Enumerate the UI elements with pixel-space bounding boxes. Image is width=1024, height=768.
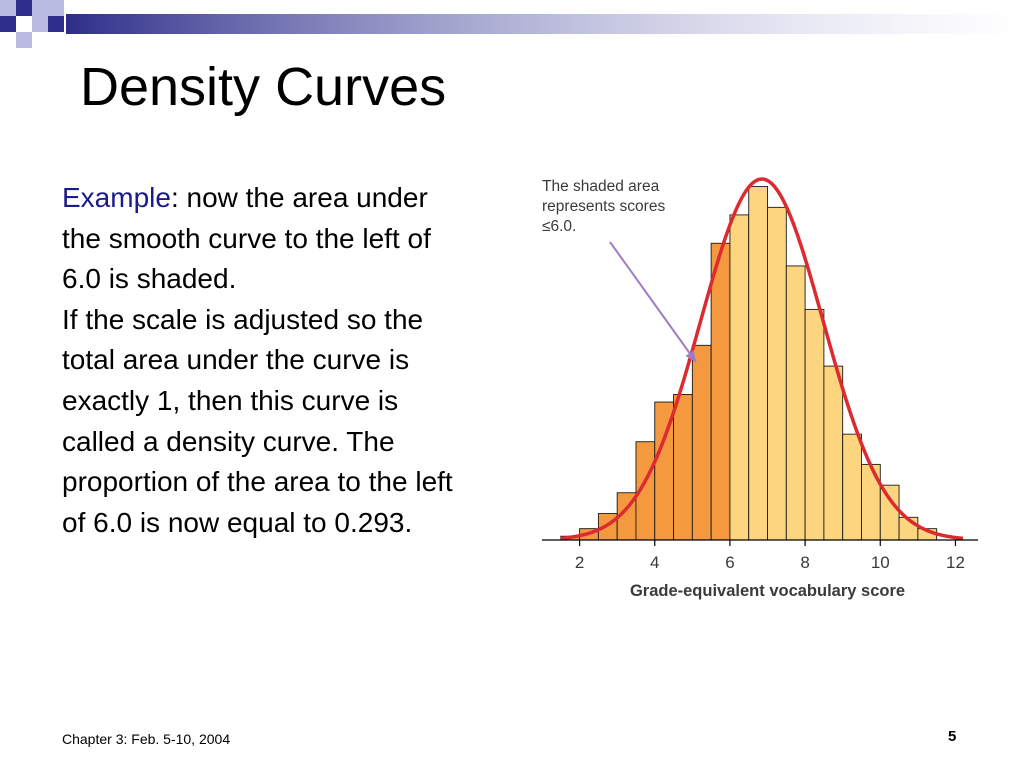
- annotation-line: The shaded area: [542, 178, 660, 195]
- x-axis-tick-label: 2: [575, 553, 584, 572]
- title-banner-decoration: [0, 0, 1024, 48]
- histogram-bar: [823, 365, 844, 541]
- histogram-bar: [785, 265, 806, 541]
- density-curve: [560, 177, 964, 541]
- x-axis-tick-label: 10: [871, 553, 890, 572]
- body-sentence-2: If the scale is adjusted so the total ar…: [62, 303, 453, 538]
- footer-text: Chapter 3: Feb. 5-10, 2004: [62, 731, 231, 747]
- annotation-line: represents scores: [542, 198, 665, 215]
- histogram-bar: [842, 433, 862, 541]
- banner-square: [32, 0, 48, 16]
- histogram-chart: 2 4 6 8 10 12 Grade-equivalent vocabulary sco…: [542, 177, 978, 600]
- histogram-bar: [710, 242, 731, 541]
- page-number: 5: [948, 728, 957, 745]
- banner-square: [32, 16, 48, 32]
- slide-title: Density Curves: [80, 57, 447, 117]
- body-sentence-1-text: : now the area under the smooth curve to…: [62, 182, 431, 295]
- x-axis-tick-label: 6: [725, 553, 734, 572]
- histogram-bar: [879, 484, 900, 541]
- example-keyword: Example: [62, 182, 171, 213]
- x-axis-ticks: 2 4 6 8 10 12: [575, 540, 965, 572]
- x-axis-label: Grade-equivalent vocabulary score: [630, 582, 905, 600]
- histogram-bar: [729, 214, 750, 541]
- x-axis-tick-label: 12: [946, 553, 965, 572]
- annotation-text: The shaded area represents scores ≤6.0.: [542, 178, 665, 235]
- banner-square: [48, 16, 64, 32]
- histogram-bar: [804, 308, 825, 541]
- x-axis-tick-label: 4: [650, 553, 659, 572]
- histogram-bar: [767, 206, 787, 541]
- body-paragraph: Example: now the area under the smooth c…: [62, 178, 472, 543]
- banner-square: [16, 32, 32, 48]
- banner-square: [48, 0, 64, 16]
- x-axis-tick-label: 8: [800, 553, 809, 572]
- annotation-arrowhead: [685, 350, 696, 362]
- banner-square: [0, 0, 16, 16]
- body-sentence-1: Example: now the area under the smooth c…: [62, 178, 472, 300]
- histogram-bar: [673, 394, 693, 541]
- annotation-arrow: [609, 241, 697, 363]
- annotation-line: ≤6.0.: [542, 218, 576, 235]
- banner-square: [16, 0, 32, 16]
- histogram-bar: [748, 186, 768, 541]
- banner-square: [0, 16, 16, 32]
- histogram-bar: [691, 344, 712, 541]
- banner-gradient-bar: [66, 14, 1024, 34]
